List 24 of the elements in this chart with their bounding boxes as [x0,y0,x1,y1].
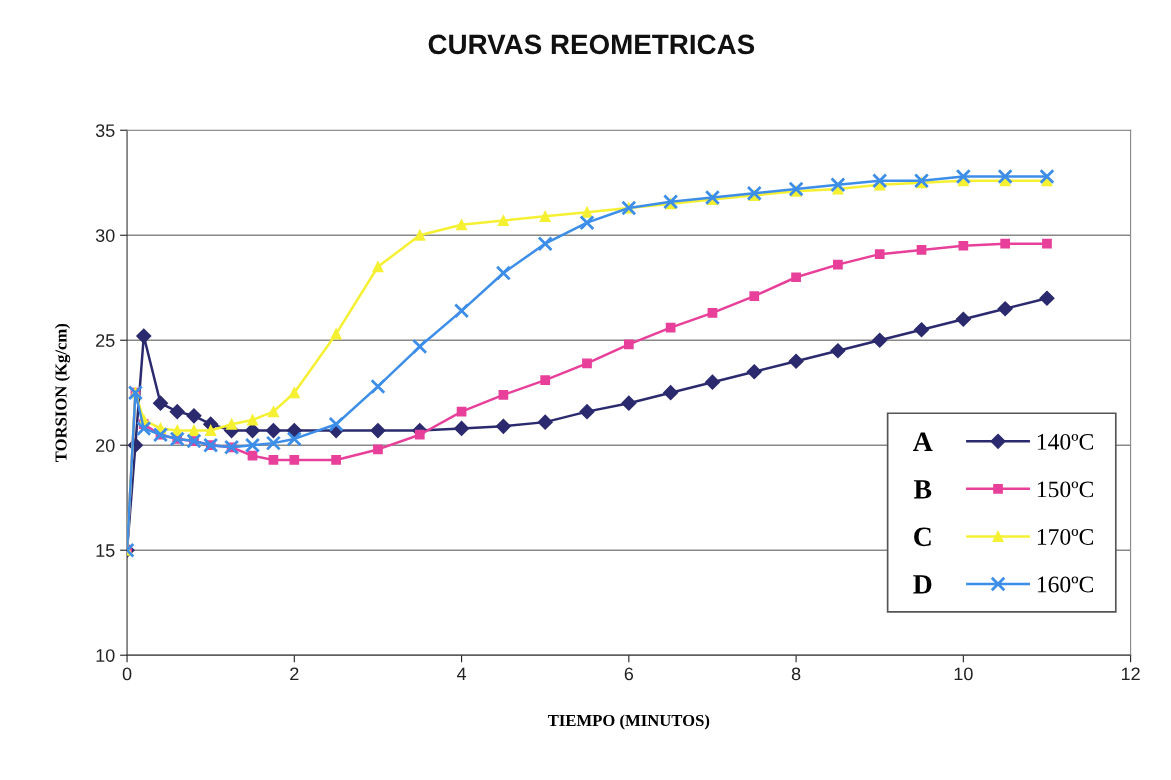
x-tick-label: 2 [290,667,299,681]
annotation: C [914,527,931,547]
chart-title: CURVAS REOMETRICAS [428,34,755,55]
annotation: B [913,480,932,499]
legend-label: 170ºC [1037,528,1093,545]
y-tick-label: 35 [95,124,115,137]
x-tick-label: 8 [791,667,801,681]
x-tick-label: 6 [624,667,634,681]
x-axis-title: TIEMPO (MINUTOS) [547,714,710,730]
y-axis-title: TORSION (Kg/cm) [54,323,71,462]
y-tick-label: 10 [96,649,115,662]
y-tick-label: 20 [96,439,115,452]
y-tick-label: 15 [96,544,115,557]
legend-label: 160ºC [1037,576,1093,593]
legend-label: 150ºC [1037,481,1093,498]
legend-label: 140ºC [1037,433,1093,450]
y-tick-label: 30 [95,229,115,242]
x-tick-label: 4 [456,667,467,681]
x-tick-label: 0 [122,667,132,681]
x-tick-label: 10 [954,667,973,681]
y-tick-label: 25 [96,334,115,347]
x-tick-label: 12 [1121,667,1140,681]
annotation: A [913,432,933,451]
annotation: D [913,575,932,594]
